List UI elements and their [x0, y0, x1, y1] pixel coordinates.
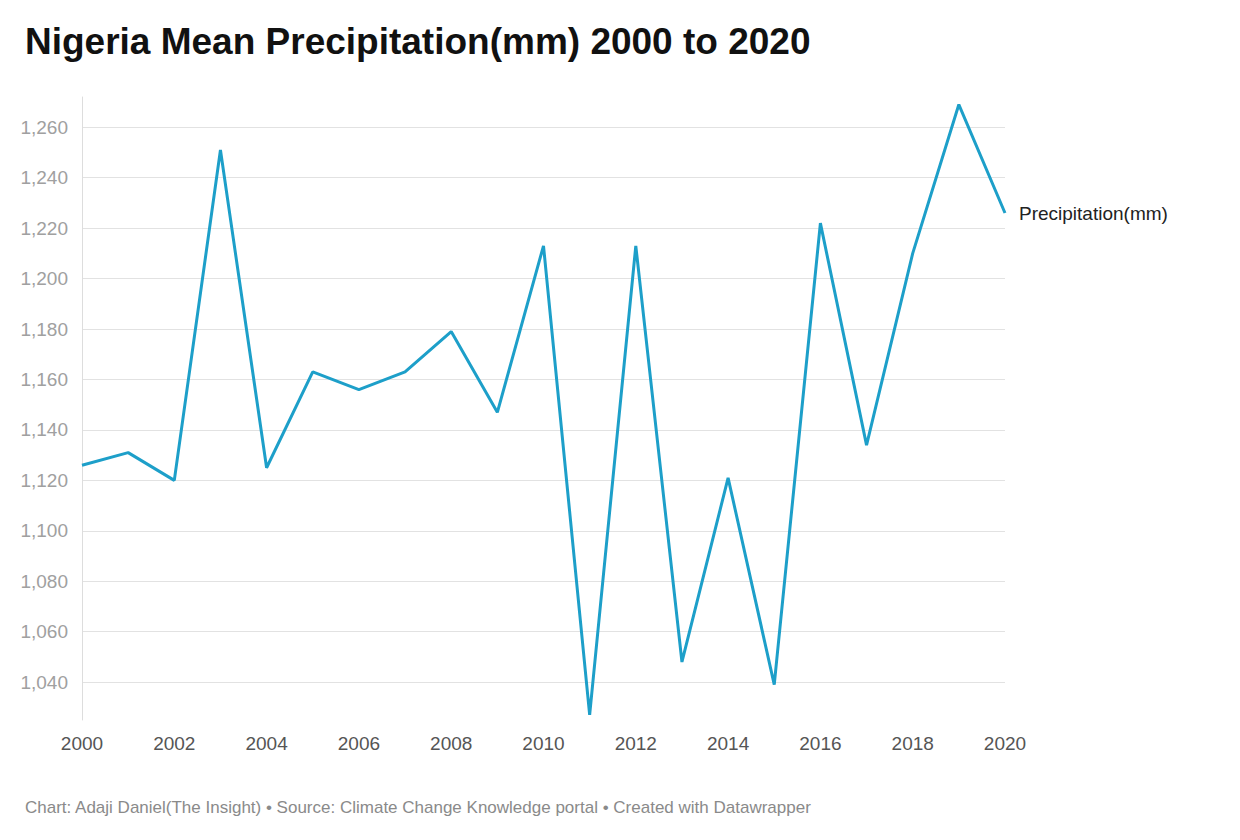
- svg-text:2016: 2016: [799, 733, 841, 754]
- svg-text:2012: 2012: [615, 733, 657, 754]
- svg-text:2014: 2014: [707, 733, 750, 754]
- svg-text:1,100: 1,100: [20, 520, 68, 541]
- svg-text:1,040: 1,040: [20, 672, 68, 693]
- svg-text:1,180: 1,180: [20, 319, 68, 340]
- svg-text:1,200: 1,200: [20, 268, 68, 289]
- svg-text:2018: 2018: [892, 733, 934, 754]
- svg-text:1,060: 1,060: [20, 621, 68, 642]
- svg-text:2006: 2006: [338, 733, 380, 754]
- svg-text:2002: 2002: [153, 733, 195, 754]
- svg-text:2010: 2010: [522, 733, 564, 754]
- svg-text:2008: 2008: [430, 733, 472, 754]
- svg-text:2020: 2020: [984, 733, 1026, 754]
- svg-text:1,080: 1,080: [20, 571, 68, 592]
- svg-text:1,120: 1,120: [20, 470, 68, 491]
- svg-text:Chart: Adaji Daniel(The Insigh: Chart: Adaji Daniel(The Insight) • Sourc…: [25, 798, 811, 817]
- svg-text:1,220: 1,220: [20, 218, 68, 239]
- svg-text:1,140: 1,140: [20, 419, 68, 440]
- svg-text:1,160: 1,160: [20, 369, 68, 390]
- svg-text:2004: 2004: [245, 733, 288, 754]
- svg-text:Precipitation(mm): Precipitation(mm): [1019, 203, 1168, 224]
- svg-text:Nigeria Mean Precipitation(mm): Nigeria Mean Precipitation(mm) 2000 to 2…: [25, 21, 811, 62]
- svg-text:2000: 2000: [61, 733, 103, 754]
- svg-text:1,240: 1,240: [20, 167, 68, 188]
- svg-text:1,260: 1,260: [20, 117, 68, 138]
